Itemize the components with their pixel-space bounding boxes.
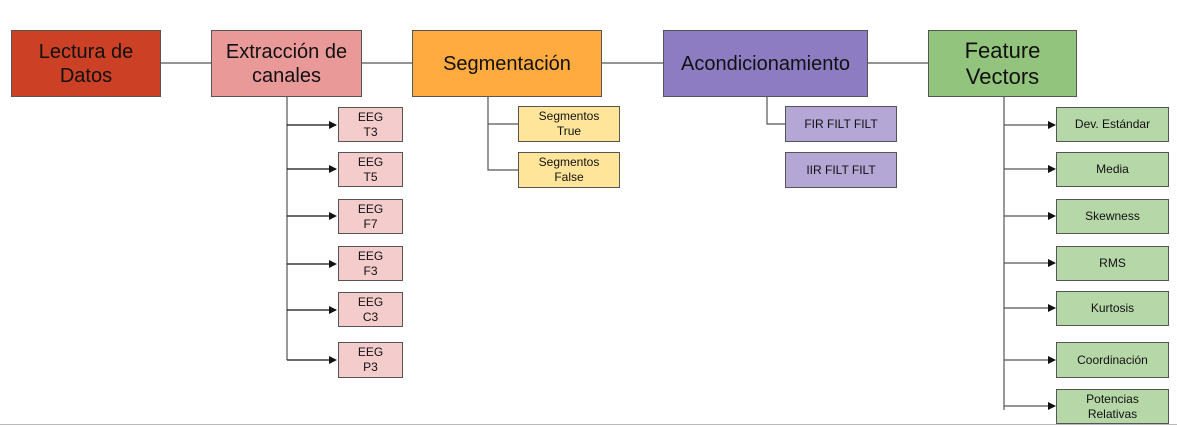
feature-item-node: Coordinación <box>1056 342 1169 378</box>
feature-item-node: Skewness <box>1056 199 1169 234</box>
segmentos-connector <box>487 97 518 171</box>
iir-filter-node: IIR FILT FILT <box>785 152 897 188</box>
feature-item-node: Kurtosis <box>1056 291 1169 326</box>
feature-vectors-node: Feature Vectors <box>928 30 1077 97</box>
eeg-channel-node: EEG P3 <box>338 342 403 378</box>
filter-connector <box>766 97 785 125</box>
extraccion-de-canales-node: Extracción de canales <box>211 30 362 97</box>
eeg-channel-node: EEG F7 <box>338 199 403 234</box>
feature-item-node: Media <box>1056 152 1169 187</box>
eeg-channel-node: EEG C3 <box>338 292 403 327</box>
fir-filter-node: FIR FILT FILT <box>785 106 897 142</box>
feature-item-node: RMS <box>1056 246 1169 281</box>
segmentacion-node: Segmentación <box>412 30 602 97</box>
eeg-channel-node: EEG T3 <box>338 107 403 142</box>
feature-item-node: Potencias Relativas <box>1056 389 1169 424</box>
eeg-channel-node: EEG T5 <box>338 152 403 187</box>
segmentos-false-node: Segmentos False <box>518 152 620 188</box>
segmentos-true-node: Segmentos True <box>518 106 620 142</box>
eeg-channel-node: EEG F3 <box>338 246 403 281</box>
bottom-border <box>0 424 1177 425</box>
lectura-de-datos-node: Lectura de Datos <box>11 30 161 97</box>
feature-item-node: Dev. Estándar <box>1056 107 1169 142</box>
acondicionamiento-node: Acondicionamiento <box>663 30 868 97</box>
